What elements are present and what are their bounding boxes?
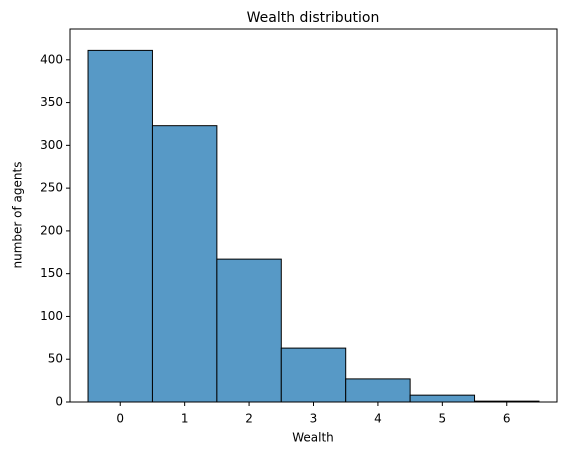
- x-axis-label: Wealth: [292, 431, 334, 445]
- bar: [216, 258, 282, 403]
- bar: [345, 378, 411, 403]
- y-tick-label: 300: [40, 138, 63, 152]
- plot-frame: [69, 28, 558, 403]
- x-tick-label: 2: [245, 412, 253, 426]
- y-tick-label: 250: [40, 181, 63, 195]
- y-tick-label: 350: [40, 95, 63, 109]
- bar: [87, 49, 153, 403]
- bar: [280, 347, 347, 403]
- x-tick-label: 0: [116, 412, 124, 426]
- y-tick-label: 50: [48, 352, 63, 366]
- x-tick-label: 6: [503, 412, 511, 426]
- y-tick-label: 200: [40, 223, 63, 237]
- chart-title: Wealth distribution: [247, 10, 380, 26]
- bar: [151, 125, 218, 403]
- y-tick-label: 0: [55, 395, 63, 409]
- y-axis-label: number of agents: [11, 162, 25, 269]
- x-tick-label: 1: [181, 412, 189, 426]
- y-tick-label: 100: [40, 309, 63, 323]
- x-tick-label: 5: [439, 412, 447, 426]
- y-tick-label: 150: [40, 266, 63, 280]
- bar: [409, 394, 476, 403]
- y-tick-label: 400: [40, 52, 63, 66]
- x-tick-label: 4: [374, 412, 382, 426]
- x-tick-label: 3: [310, 412, 318, 426]
